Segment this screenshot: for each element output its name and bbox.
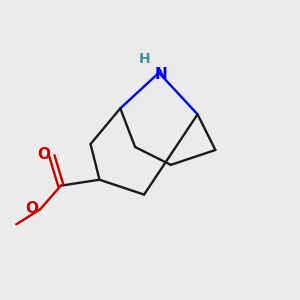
Text: O: O [37, 147, 50, 162]
Text: O: O [25, 201, 38, 216]
Text: H: H [139, 52, 151, 66]
Text: N: N [155, 67, 168, 82]
